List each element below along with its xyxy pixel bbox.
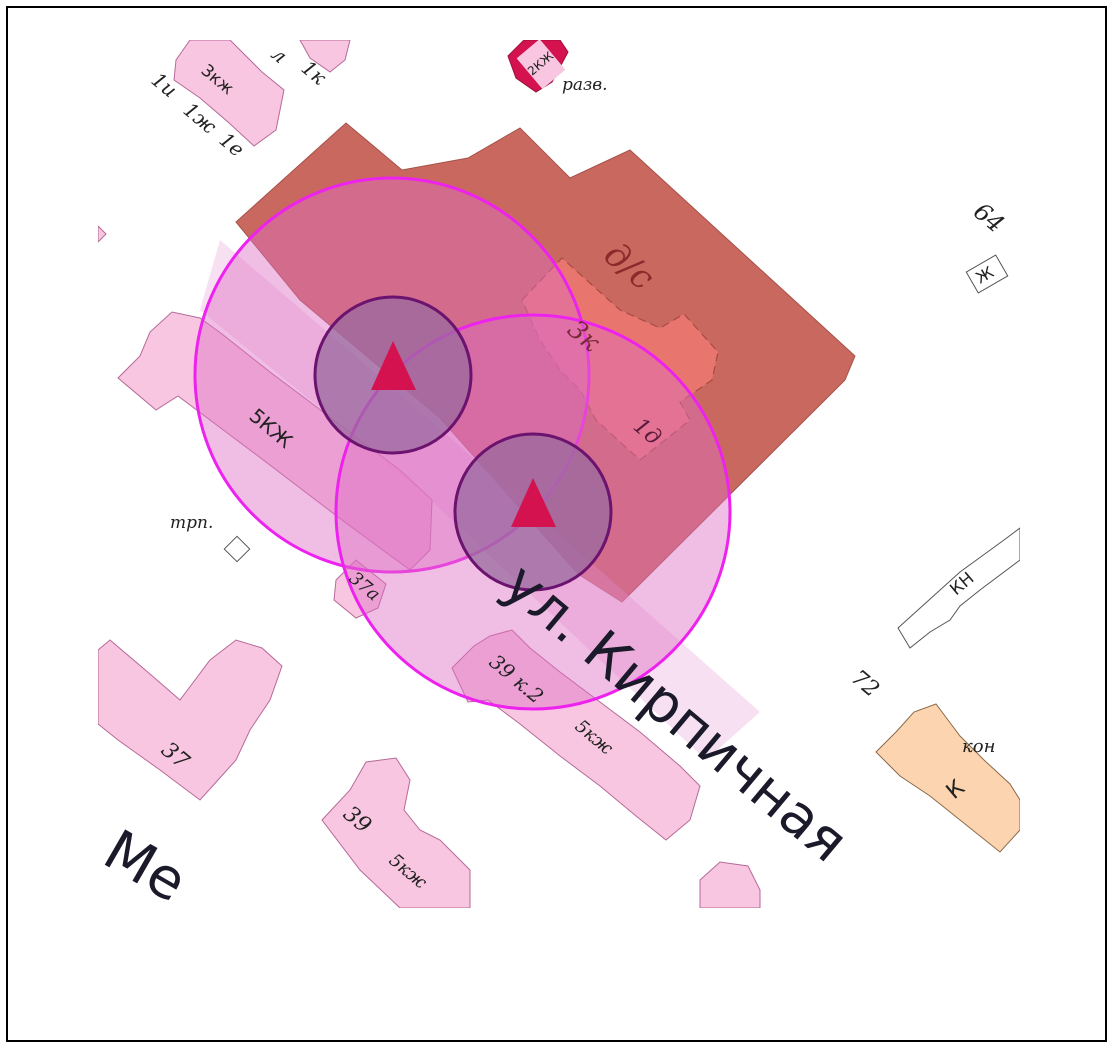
transformer-box[interactable]: [223, 535, 251, 563]
building-bottom-right[interactable]: [699, 861, 761, 908]
building-3k[interactable]: [521, 257, 719, 461]
street-name-partial: Ме: [93, 818, 197, 916]
building-left-edge[interactable]: [98, 225, 107, 243]
building-3kzh-top[interactable]: [173, 40, 285, 147]
label-razv: разв.: [562, 75, 608, 95]
label-kon: кон: [962, 736, 995, 757]
triangle-marker-icon[interactable]: [371, 341, 416, 390]
building-kn[interactable]: [897, 527, 1020, 649]
label-64: 64: [968, 197, 1009, 238]
building-39k2[interactable]: [451, 629, 701, 841]
building-1k[interactable]: [299, 40, 351, 73]
building-39[interactable]: [321, 757, 471, 908]
building-37[interactable]: [98, 639, 283, 801]
building-zh[interactable]: [965, 254, 1009, 294]
label-72: 72: [846, 665, 884, 702]
kindergarten-zone[interactable]: [235, 122, 856, 603]
building-2kzh-label-bg: [516, 40, 566, 89]
label-1l: л: [267, 41, 292, 68]
triangle-marker-icon[interactable]: [511, 478, 556, 527]
label-trp: трп.: [170, 513, 213, 533]
building-k-commercial[interactable]: [875, 703, 1020, 853]
